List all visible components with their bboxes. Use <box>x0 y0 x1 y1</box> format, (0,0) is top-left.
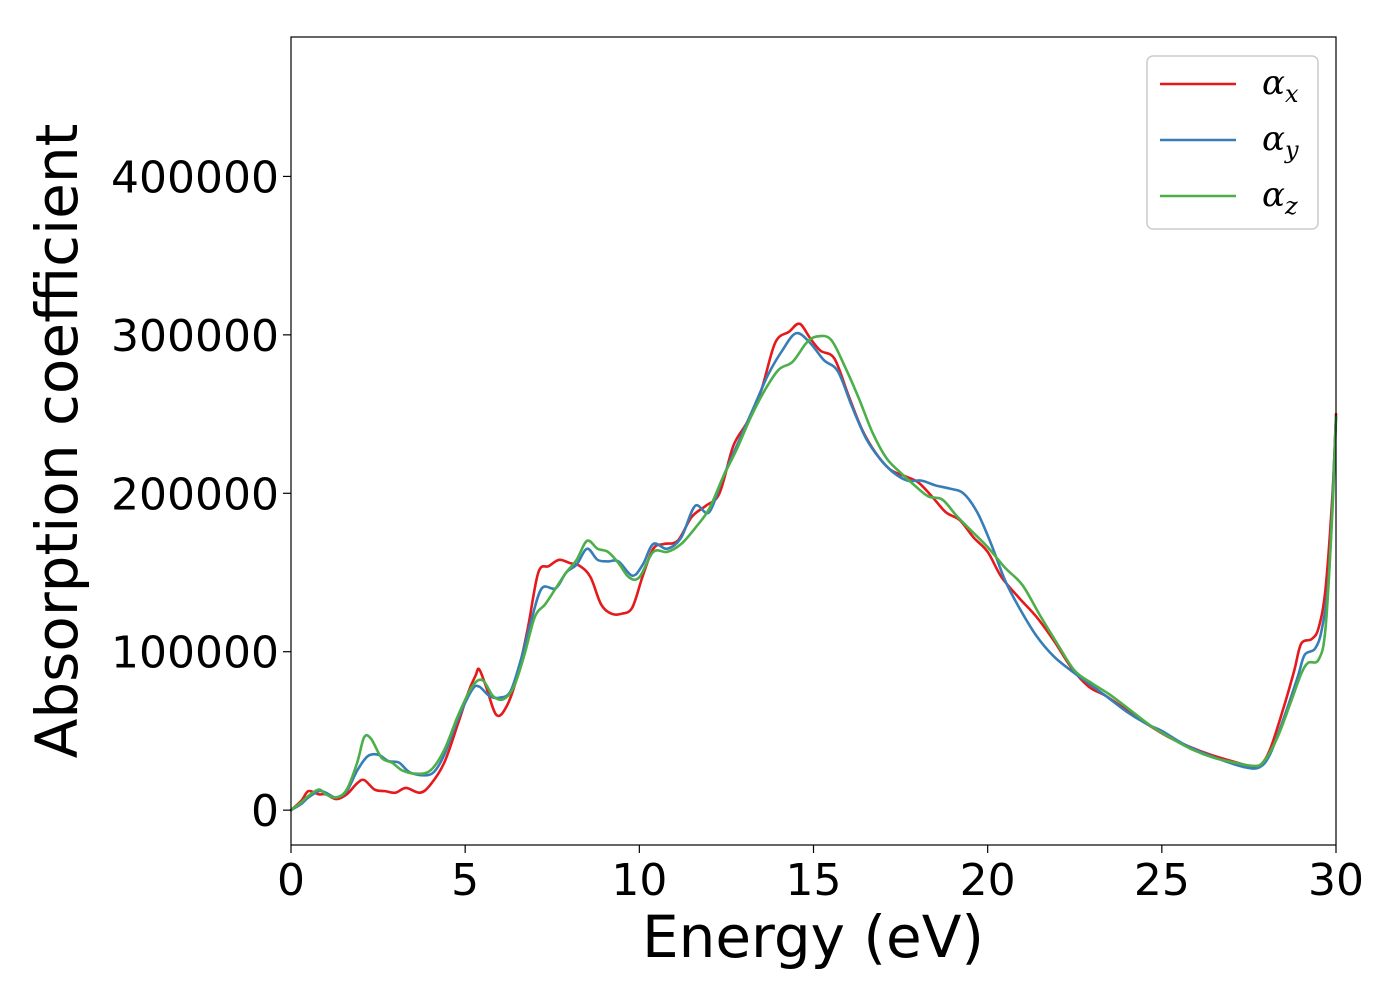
legend: αx αy αz <box>1146 55 1319 230</box>
x-tick-label: 20 <box>960 855 1016 906</box>
legend-label-z: αz <box>1262 175 1298 220</box>
x-tick-label: 25 <box>1134 855 1190 906</box>
y-tick-label: 0 <box>251 786 279 837</box>
series-layer <box>289 322 1338 812</box>
x-tick-label: 0 <box>277 855 305 906</box>
x-tick-label: 30 <box>1308 855 1364 906</box>
x-tick-label: 10 <box>611 855 667 906</box>
y-tick-label: 200000 <box>111 469 279 520</box>
y-axis-label: Absorption coefficient <box>23 124 91 759</box>
y-axis-ticks: 0 100000 200000 300000 400000 <box>111 152 291 837</box>
y-tick-label: 400000 <box>111 152 279 203</box>
y-tick-label: 300000 <box>111 311 279 362</box>
series-line-z <box>289 334 1338 812</box>
x-axis-label: Energy (eV) <box>642 903 984 971</box>
x-axis-ticks: 0 5 10 15 20 25 30 <box>277 845 1364 906</box>
series-line-y <box>289 331 1338 812</box>
x-tick-label: 5 <box>451 855 479 906</box>
y-tick-label: 100000 <box>111 628 279 679</box>
legend-label-y: αy <box>1262 119 1299 164</box>
legend-label-x: αx <box>1262 63 1299 108</box>
legend-box <box>1146 55 1319 230</box>
x-tick-label: 15 <box>786 855 842 906</box>
